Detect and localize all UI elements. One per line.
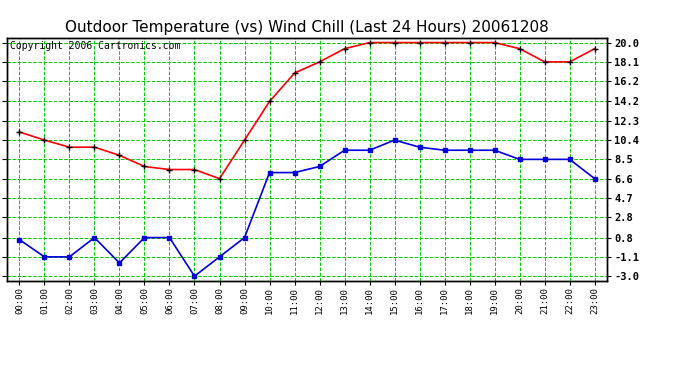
Text: Copyright 2006 Cartronics.com: Copyright 2006 Cartronics.com — [10, 41, 180, 51]
Title: Outdoor Temperature (vs) Wind Chill (Last 24 Hours) 20061208: Outdoor Temperature (vs) Wind Chill (Las… — [65, 20, 549, 35]
